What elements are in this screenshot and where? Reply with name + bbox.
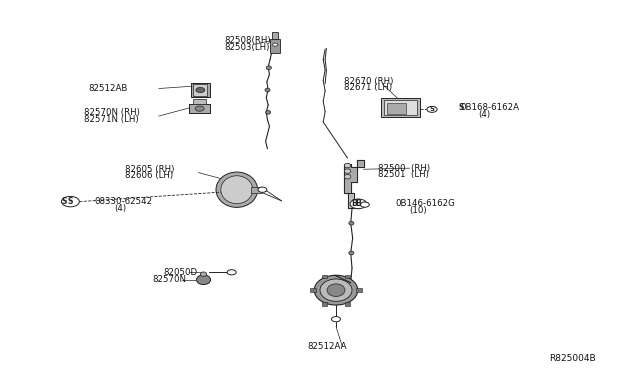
Ellipse shape [221,176,253,204]
Circle shape [332,317,340,322]
Bar [322,275,327,279]
Bar [270,39,280,53]
Ellipse shape [344,174,351,179]
Text: S: S [429,106,435,112]
Bar [345,302,350,305]
Ellipse shape [200,272,207,276]
Circle shape [61,196,79,207]
Bar [322,302,327,305]
Bar [251,187,262,193]
Ellipse shape [327,284,345,296]
Text: 82503(LH): 82503(LH) [224,43,269,52]
Circle shape [427,106,437,112]
Ellipse shape [344,169,351,173]
Bar [189,104,210,113]
Text: 82512AB: 82512AB [88,84,128,93]
Bar [310,288,316,292]
Bar [384,100,417,115]
Bar [381,98,420,117]
Text: B: B [351,199,356,208]
Text: (10): (10) [410,206,428,215]
Text: (4): (4) [479,110,491,119]
Text: 08330-62542: 08330-62542 [95,197,153,206]
Ellipse shape [314,275,358,305]
Ellipse shape [196,275,211,285]
Polygon shape [348,193,360,208]
Ellipse shape [266,110,271,114]
Ellipse shape [320,279,352,301]
Bar [345,275,350,279]
Circle shape [258,187,267,192]
Bar [193,84,207,96]
Text: 82512AA: 82512AA [307,342,347,351]
Text: S: S [458,103,463,112]
Text: 0B168-6162A: 0B168-6162A [461,103,520,112]
Circle shape [195,106,204,111]
Circle shape [350,199,367,209]
Ellipse shape [216,172,258,208]
Text: 82050D: 82050D [164,268,198,277]
Ellipse shape [265,88,270,92]
Ellipse shape [349,221,354,225]
Circle shape [273,43,278,46]
Text: 0B146-6162G: 0B146-6162G [396,199,456,208]
Ellipse shape [266,66,271,70]
Text: 82671 (LH): 82671 (LH) [344,83,392,92]
Text: S: S [68,197,73,206]
Bar [272,32,278,39]
Ellipse shape [344,163,351,168]
Text: 82501  (LH): 82501 (LH) [378,170,428,179]
Circle shape [360,202,369,207]
Text: 82606 (LH): 82606 (LH) [125,171,173,180]
Circle shape [227,270,236,275]
Circle shape [196,87,205,93]
Text: (4): (4) [114,204,126,213]
Text: 82508(RH): 82508(RH) [224,36,271,45]
Bar [356,288,362,292]
Text: 82670 (RH): 82670 (RH) [344,77,394,86]
Text: R825004B: R825004B [549,355,596,363]
Text: 82500  (RH): 82500 (RH) [378,164,429,173]
Ellipse shape [349,251,354,255]
Bar [387,103,406,114]
Text: B: B [356,199,361,208]
Text: 82570N (RH): 82570N (RH) [84,108,140,117]
Polygon shape [344,160,364,193]
Bar [191,83,210,97]
Text: 82605 (RH): 82605 (RH) [125,165,174,174]
Text: 82570N: 82570N [152,275,186,284]
Text: S: S [61,197,67,206]
Bar [193,99,206,104]
Text: 82571N (LH): 82571N (LH) [84,115,138,124]
